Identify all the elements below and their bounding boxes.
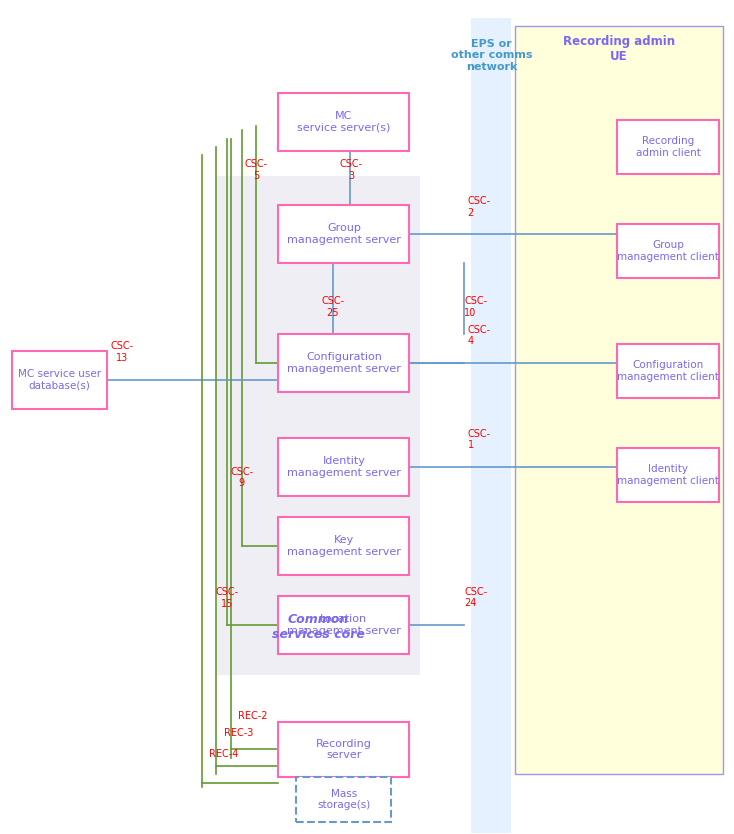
Text: REC-2: REC-2 xyxy=(239,711,268,721)
Text: Group
management server: Group management server xyxy=(287,224,401,245)
Text: CSC-
4: CSC- 4 xyxy=(468,324,491,346)
Text: CSC-
2: CSC- 2 xyxy=(468,196,491,218)
FancyBboxPatch shape xyxy=(278,93,410,151)
FancyBboxPatch shape xyxy=(617,448,719,502)
Text: Identity
management server: Identity management server xyxy=(287,456,401,478)
Text: Mass
storage(s): Mass storage(s) xyxy=(317,789,371,810)
Text: Group
management client: Group management client xyxy=(617,240,719,262)
FancyBboxPatch shape xyxy=(278,722,410,776)
Text: MC service user
database(s): MC service user database(s) xyxy=(18,369,101,390)
Text: Recording
server: Recording server xyxy=(316,739,372,761)
Text: CSC-
3: CSC- 3 xyxy=(340,159,363,181)
Text: CSC-
5: CSC- 5 xyxy=(245,159,268,181)
Text: Configuration
management server: Configuration management server xyxy=(287,352,401,374)
Text: CSC-
13: CSC- 13 xyxy=(110,341,133,363)
Text: CSC-
9: CSC- 9 xyxy=(230,467,253,489)
Text: Location
management server: Location management server xyxy=(287,614,401,636)
Text: Identity
management client: Identity management client xyxy=(617,465,719,486)
Text: CSC-
1: CSC- 1 xyxy=(468,429,491,450)
Text: Recording
admin client: Recording admin client xyxy=(636,136,700,158)
FancyBboxPatch shape xyxy=(217,176,421,675)
FancyBboxPatch shape xyxy=(515,27,723,775)
FancyBboxPatch shape xyxy=(297,776,391,822)
FancyBboxPatch shape xyxy=(617,344,719,399)
FancyBboxPatch shape xyxy=(278,438,410,496)
Text: CSC-
24: CSC- 24 xyxy=(464,586,487,608)
Text: CSC-
15: CSC- 15 xyxy=(216,587,239,609)
FancyBboxPatch shape xyxy=(12,350,107,409)
FancyBboxPatch shape xyxy=(471,18,512,832)
Text: Common
services core: Common services core xyxy=(272,614,365,641)
Text: MC
service server(s): MC service server(s) xyxy=(297,111,390,133)
Text: Configuration
management client: Configuration management client xyxy=(617,360,719,382)
Text: REC-3: REC-3 xyxy=(224,728,253,738)
Text: REC-4: REC-4 xyxy=(209,749,239,759)
FancyBboxPatch shape xyxy=(278,595,410,654)
Text: CSC-
25: CSC- 25 xyxy=(321,296,344,318)
Text: Recording admin
UE: Recording admin UE xyxy=(563,35,675,63)
Text: EPS or
other comms
network: EPS or other comms network xyxy=(451,39,532,72)
Text: Key
management server: Key management server xyxy=(287,535,401,556)
FancyBboxPatch shape xyxy=(617,224,719,278)
FancyBboxPatch shape xyxy=(278,205,410,264)
FancyBboxPatch shape xyxy=(278,334,410,392)
FancyBboxPatch shape xyxy=(617,120,719,173)
Text: CSC-
10: CSC- 10 xyxy=(464,296,487,318)
FancyBboxPatch shape xyxy=(278,517,410,575)
